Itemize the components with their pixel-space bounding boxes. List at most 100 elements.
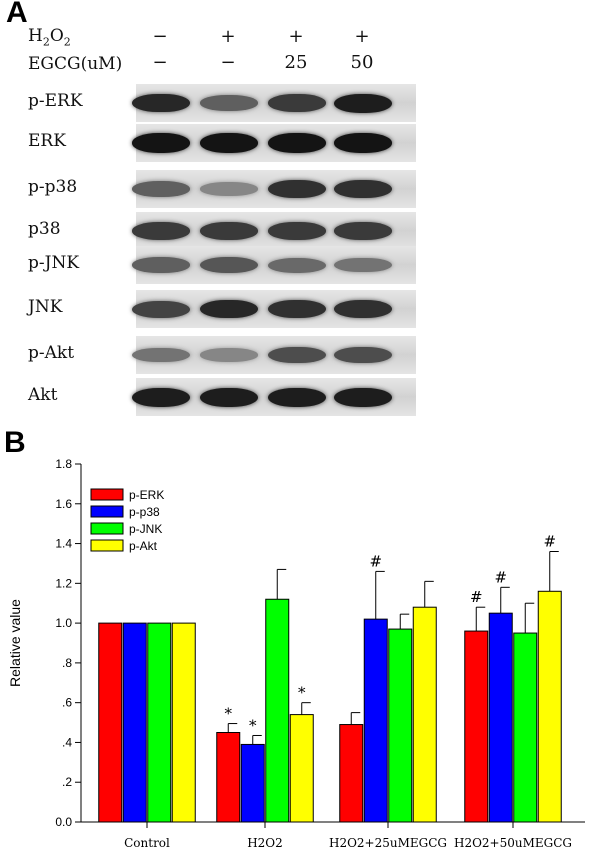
significance-mark: # — [543, 533, 556, 551]
blot-band — [132, 93, 190, 113]
condition-cell: − — [152, 26, 168, 47]
blot-band — [268, 222, 326, 240]
y-tick-label: .2 — [62, 775, 72, 789]
legend-swatch — [90, 488, 124, 501]
blot-band — [132, 222, 190, 240]
blot-band — [268, 180, 326, 198]
blot-band — [132, 347, 190, 363]
bar — [171, 622, 196, 823]
bar — [289, 714, 314, 823]
blot-band — [334, 222, 392, 240]
condition-cell: + — [220, 26, 236, 47]
y-tick-label: .6 — [62, 696, 72, 710]
blot-strip — [132, 170, 416, 208]
blot-band — [268, 346, 326, 364]
blot-band — [334, 180, 392, 198]
blot-label: p-ERK — [28, 91, 83, 111]
x-tick-label: H2O2+25uMEGCG — [329, 836, 447, 850]
y-tick-label: 1.0 — [55, 616, 72, 630]
blot-band — [132, 300, 190, 318]
legend-swatch — [90, 522, 124, 535]
y-axis-label: Relative value — [7, 599, 23, 687]
blot-strip — [132, 84, 416, 122]
blot-band — [334, 93, 392, 113]
panel-b-letter: B — [4, 426, 26, 459]
bar — [122, 622, 147, 823]
blot-band — [200, 222, 258, 240]
bar — [464, 630, 489, 823]
bar — [240, 743, 265, 823]
blot-band — [200, 133, 258, 153]
condition-cell: 50 — [350, 52, 374, 73]
egcg-condition-label: EGCG(uM) — [28, 54, 123, 74]
y-tick-label: .4 — [62, 735, 72, 749]
blot-band — [132, 257, 190, 273]
significance-mark: * — [225, 705, 233, 723]
bar — [339, 724, 364, 823]
y-tick-label: .8 — [62, 656, 72, 670]
blot-label: p-p38 — [28, 177, 78, 197]
blot-band — [200, 387, 258, 407]
condition-cell: − — [152, 52, 168, 73]
blot-label: JNK — [28, 297, 63, 317]
blot-band — [268, 300, 326, 318]
legend-swatch — [90, 539, 124, 552]
blot-strip — [132, 124, 416, 162]
significance-mark: # — [494, 568, 507, 586]
blot-label: p-Akt — [28, 343, 75, 363]
bar — [363, 618, 388, 823]
legend-label: p-p38 — [129, 505, 160, 519]
blot-strip — [132, 246, 416, 284]
bar — [388, 628, 413, 823]
blot-label: p38 — [28, 219, 61, 239]
y-tick-label: 1.2 — [55, 576, 72, 590]
bar — [513, 632, 538, 823]
blot-strip — [132, 290, 416, 328]
blot-band — [200, 257, 258, 273]
condition-cell: − — [220, 52, 236, 73]
bar — [216, 732, 241, 823]
h2o2-condition-label: H2O2 — [28, 26, 71, 49]
blot-band — [200, 95, 258, 111]
blot-band — [268, 387, 326, 407]
significance-mark: * — [249, 716, 257, 734]
blot-label: Akt — [28, 385, 58, 405]
bar — [265, 598, 290, 823]
blot-band — [334, 133, 392, 153]
significance-mark: # — [369, 552, 382, 570]
blot-strip — [132, 212, 416, 250]
significance-mark: # — [470, 588, 483, 606]
legend-swatch — [90, 505, 124, 518]
bar — [488, 612, 513, 823]
blot-band — [200, 182, 258, 196]
y-tick-label: 1.4 — [55, 537, 72, 551]
condition-cell: 25 — [284, 52, 308, 73]
condition-cell: + — [354, 26, 370, 47]
y-tick-label: 1.6 — [55, 497, 72, 511]
blot-label: p-JNK — [28, 253, 80, 273]
blot-strip — [132, 336, 416, 374]
x-tick-label: Control — [124, 836, 170, 850]
condition-cell: + — [288, 26, 304, 47]
blot-band — [334, 346, 392, 364]
bar — [98, 622, 123, 823]
blot-band — [268, 133, 326, 153]
panel-a-letter: A — [6, 0, 28, 29]
blot-band — [132, 133, 190, 153]
x-tick-label: H2O2+50uMEGCG — [454, 836, 572, 850]
y-tick-label: 0.0 — [55, 815, 72, 829]
blot-band — [268, 94, 326, 112]
blot-strip — [132, 378, 416, 416]
blot-band — [132, 387, 190, 407]
blot-band — [334, 387, 392, 407]
blot-band — [200, 348, 258, 362]
legend-label: p-JNK — [129, 522, 162, 536]
bar — [147, 622, 172, 823]
blot-band — [334, 300, 392, 318]
bar — [537, 590, 562, 823]
blot-band — [200, 299, 258, 319]
x-tick-label: H2O2 — [247, 836, 283, 850]
blot-label: ERK — [28, 131, 66, 151]
legend-label: p-Akt — [129, 539, 158, 553]
